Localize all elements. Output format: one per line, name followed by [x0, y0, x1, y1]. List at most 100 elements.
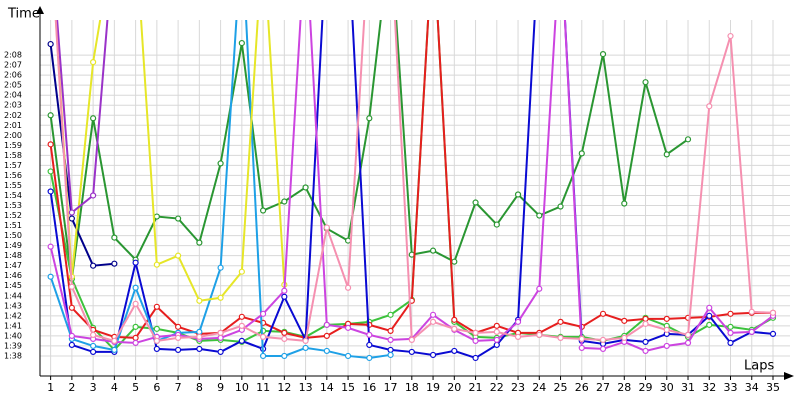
point: [259, 352, 267, 360]
x-tick-label: 15: [341, 381, 355, 394]
x-tick-label: 4: [111, 381, 118, 394]
point: [323, 224, 330, 231]
point: [642, 347, 649, 355]
point: [472, 199, 479, 206]
y-tick-label: 1:58: [4, 151, 22, 160]
point: [408, 336, 415, 343]
x-tick-label: 2: [68, 381, 75, 394]
point: [175, 215, 182, 222]
y-tick-label: 1:49: [4, 241, 22, 250]
point: [90, 262, 97, 269]
point: [111, 260, 118, 267]
point: [599, 50, 607, 58]
x-tick-label: 6: [153, 381, 160, 394]
point: [727, 339, 734, 347]
y-arrow: [36, 6, 44, 14]
point: [769, 309, 777, 316]
point: [47, 141, 54, 148]
point: [621, 317, 628, 324]
point: [493, 221, 500, 228]
point: [153, 337, 160, 345]
point: [90, 348, 97, 356]
point: [175, 334, 182, 341]
x-tick-label: 11: [256, 381, 270, 394]
point: [153, 213, 160, 220]
point: [153, 303, 160, 310]
x-tick-label: 22: [490, 381, 504, 394]
point: [727, 32, 734, 40]
x-tick-label: 12: [277, 381, 291, 394]
point: [132, 323, 139, 330]
point: [111, 337, 118, 345]
x-tick-label: 35: [766, 381, 780, 394]
point: [387, 327, 394, 334]
point: [727, 323, 734, 330]
point: [238, 268, 245, 275]
x-tick-label: 14: [320, 381, 334, 394]
point: [429, 318, 437, 325]
point: [578, 344, 585, 352]
y-tick-label: 1:40: [4, 331, 22, 340]
x-tick-label: 32: [702, 381, 716, 394]
point: [366, 331, 373, 338]
series-line: [54, 20, 286, 302]
x-tick-label: 3: [90, 381, 97, 394]
x-tick-label: 7: [175, 381, 182, 394]
point: [238, 39, 245, 47]
point: [90, 331, 97, 338]
point: [217, 329, 224, 336]
x-tick-label: 8: [196, 381, 203, 394]
point: [727, 329, 734, 336]
point: [111, 234, 118, 241]
point: [557, 203, 564, 210]
point: [451, 316, 458, 323]
y-tick-label: 1:44: [4, 291, 22, 300]
y-tick-label: 2:03: [4, 101, 22, 110]
x-tick-label: 10: [235, 381, 249, 394]
point: [706, 304, 713, 311]
point: [769, 330, 777, 337]
x-tick-label: 19: [426, 381, 440, 394]
y-tick-label: 1:52: [4, 211, 22, 220]
point: [323, 321, 330, 328]
point: [706, 321, 713, 328]
point: [47, 243, 54, 250]
point: [132, 300, 139, 307]
x-tick-label: 29: [639, 381, 653, 394]
point: [281, 335, 288, 342]
x-tick-label: 26: [575, 381, 589, 394]
point: [217, 334, 224, 341]
y-tick-label: 1:46: [4, 271, 22, 280]
x-tick-label: 25: [554, 381, 568, 394]
point: [642, 315, 649, 322]
x-tick-label: 27: [596, 381, 610, 394]
y-tick-label: 1:47: [4, 261, 22, 270]
point: [302, 337, 309, 345]
point: [90, 192, 97, 199]
point: [599, 345, 607, 353]
point: [111, 346, 118, 354]
point: [153, 325, 160, 332]
point: [68, 304, 75, 311]
y-tick-label: 2:05: [4, 81, 22, 90]
point: [684, 136, 692, 143]
y-tick-label: 1:42: [4, 311, 22, 320]
point: [748, 328, 755, 335]
point: [387, 351, 394, 359]
point: [366, 341, 373, 349]
y-tick-label: 1:43: [4, 301, 22, 310]
point: [493, 336, 500, 343]
x-tick-label: 18: [405, 381, 419, 394]
x-tick-label: 28: [617, 381, 631, 394]
y-tick-label: 2:02: [4, 111, 22, 120]
point: [536, 331, 543, 338]
point: [196, 345, 203, 353]
y-tick-label: 1:39: [4, 341, 22, 350]
y-tick-label: 2:00: [4, 131, 22, 140]
y-tick-label: 1:45: [4, 281, 22, 290]
point: [493, 341, 500, 349]
point: [47, 273, 54, 280]
point: [281, 198, 288, 205]
point: [578, 150, 585, 157]
